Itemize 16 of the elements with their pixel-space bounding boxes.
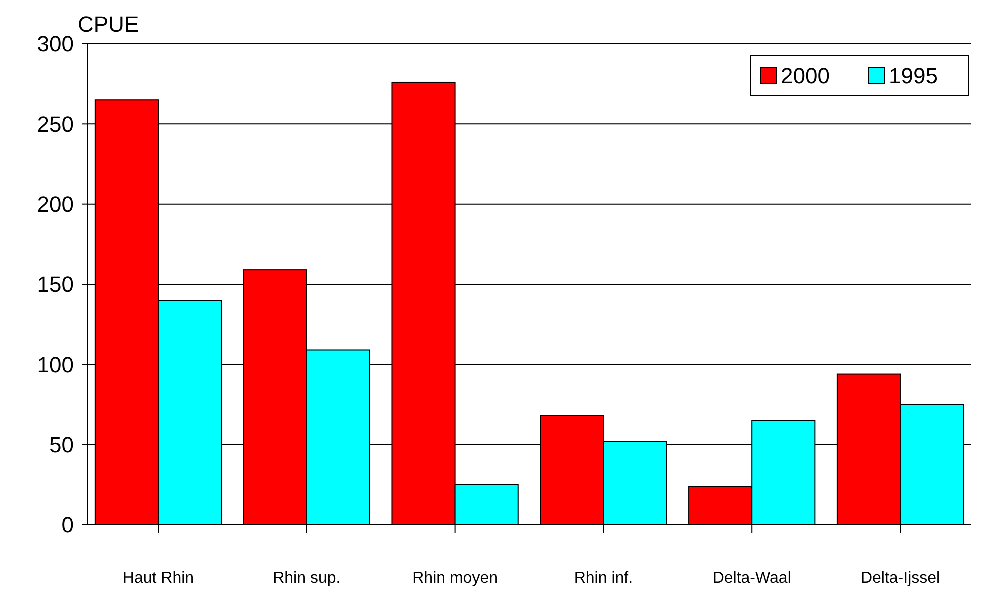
y-tick-label: 250	[37, 112, 74, 137]
x-tick-label: Delta-Ijssel	[860, 570, 940, 587]
x-tick-label: Delta-Waal	[712, 570, 792, 587]
legend-label: 2000	[781, 64, 830, 89]
y-axis-title: CPUE	[78, 12, 140, 37]
y-tick-label: 200	[37, 192, 74, 218]
y-tick-label: 0	[62, 512, 74, 538]
x-tick-label: Rhin inf.	[574, 570, 634, 587]
y-tick-label: 50	[50, 432, 74, 458]
y-tick-label: 100	[37, 352, 74, 378]
x-tick-label: Rhin sup.	[273, 570, 341, 587]
x-tick-label: Rhin moyen	[412, 570, 498, 587]
x-tick-label: Haut Rhin	[122, 570, 194, 587]
y-tick-label: 150	[37, 272, 74, 298]
y-tick-label: 300	[37, 32, 74, 57]
legend-label: 1995	[889, 64, 938, 89]
